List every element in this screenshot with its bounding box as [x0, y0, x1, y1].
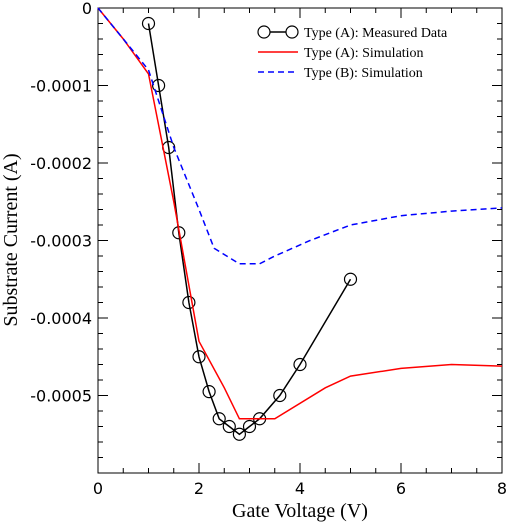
legend-label: Type (B): Simulation [304, 66, 423, 81]
series-1 [141, 16, 358, 441]
x-axis-label: Gate Voltage (V) [232, 500, 368, 522]
data-point [141, 16, 156, 31]
series-line [97, 7, 503, 265]
x-tick-label: 8 [497, 479, 507, 498]
y-tick-label: -0.0003 [30, 232, 92, 251]
ticks [97, 7, 503, 473]
x-tick-label: 0 [93, 479, 103, 498]
y-tick-label: 0 [82, 0, 92, 18]
legend: Type (A): Measured Data Type (A): Simulat… [257, 25, 448, 81]
data-point [182, 295, 196, 310]
data-point [293, 357, 307, 372]
data-point [192, 350, 206, 364]
legend-label: Type (A): Simulation [304, 46, 424, 61]
legend-entry: Type (A): Simulation [258, 46, 424, 61]
legend-entry: Type (A): Measured Data [257, 25, 448, 41]
data-point [232, 427, 246, 441]
series-2 [97, 7, 503, 420]
y-tick-label: -0.0004 [30, 309, 92, 328]
legend-marker [257, 25, 271, 39]
series-layer [97, 7, 503, 441]
data-point [242, 419, 257, 434]
x-tick-label: 2 [194, 479, 204, 498]
data-point [152, 78, 166, 93]
legend-entry: Type (B): Simulation [258, 66, 423, 81]
data-point [343, 272, 358, 286]
legend-label: Type (A): Measured Data [304, 26, 448, 41]
y-axis-label: Substrate Current (A) [0, 153, 22, 326]
series-3 [97, 7, 503, 265]
y-tick-label: -0.0005 [30, 387, 92, 406]
series-line [97, 7, 503, 420]
y-tick-label: -0.0001 [30, 77, 92, 96]
series-line [147, 23, 352, 436]
data-point [273, 388, 287, 403]
data-point [212, 412, 226, 426]
tick-labels: 0 2 4 6 8 0 -0.0001 -0.0002 -0.0003 -0.0004 -0.000… [30, 0, 507, 498]
data-point [222, 419, 236, 434]
x-tick-label: 4 [295, 479, 305, 498]
x-tick-label: 6 [396, 479, 406, 498]
legend-marker [285, 25, 299, 39]
y-tick-label: -0.0002 [30, 154, 92, 173]
data-point [202, 385, 216, 399]
